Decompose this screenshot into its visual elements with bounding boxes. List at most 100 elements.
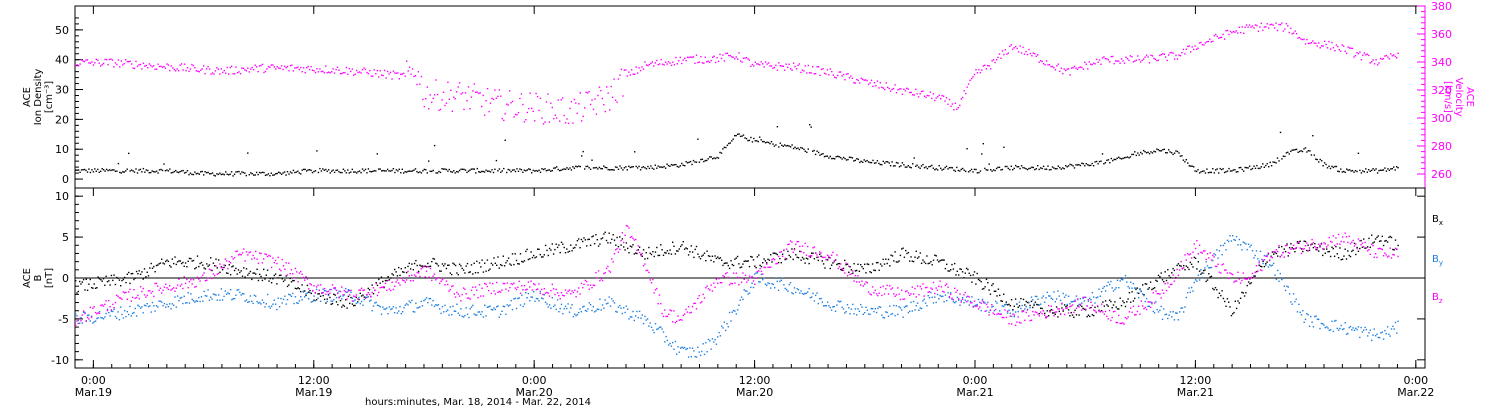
bz-point <box>134 297 136 299</box>
by-point <box>1054 301 1056 303</box>
by-point <box>1168 314 1170 316</box>
velocity-point <box>1253 27 1255 29</box>
bx-point <box>776 253 778 256</box>
velocity-point <box>191 63 193 66</box>
velocity-point <box>516 114 518 116</box>
velocity-point <box>948 98 951 101</box>
by-point <box>367 296 369 298</box>
bx-point <box>94 287 97 289</box>
velocity-point <box>167 64 170 66</box>
by-point <box>1021 304 1023 307</box>
velocity-point <box>1262 29 1264 31</box>
bx-point <box>1152 287 1154 290</box>
bz-point <box>384 282 387 284</box>
bx-point <box>898 260 900 262</box>
bx-point <box>899 254 902 257</box>
bz-point <box>1185 259 1187 261</box>
bz-point <box>874 289 876 292</box>
density-point <box>151 170 153 172</box>
velocity-point <box>584 107 586 109</box>
density-point <box>825 155 827 157</box>
by-point <box>680 347 682 349</box>
by-point <box>774 287 776 289</box>
bx-point <box>566 248 568 250</box>
by-point <box>1172 311 1174 313</box>
by-point <box>473 313 475 315</box>
velocity-point <box>569 107 571 110</box>
bx-point <box>1394 239 1397 241</box>
by-point <box>1181 307 1184 309</box>
velocity-point <box>255 66 258 68</box>
bz-point <box>133 289 135 291</box>
by-point <box>1259 250 1262 253</box>
bz-point <box>580 282 583 285</box>
velocity-point <box>826 69 829 71</box>
by-point <box>1271 264 1274 266</box>
velocity-point <box>1256 24 1258 27</box>
velocity-point <box>972 76 974 78</box>
bz-point <box>90 316 93 318</box>
bz-point <box>830 254 833 256</box>
bx-point <box>912 260 915 263</box>
field-tick-label: 10 <box>55 190 69 203</box>
velocity-point <box>1269 24 1271 26</box>
density-point <box>688 161 690 163</box>
bx-point <box>960 268 962 271</box>
density-point <box>1228 167 1230 170</box>
density-point <box>260 172 262 174</box>
velocity-point <box>1366 53 1368 55</box>
bx-point <box>1243 295 1246 297</box>
bz-point <box>276 262 278 265</box>
bx-point <box>657 254 659 257</box>
bz-point <box>842 269 845 272</box>
bx-point <box>693 256 695 259</box>
by-point <box>1136 292 1139 294</box>
by-point <box>443 311 445 313</box>
density-point <box>1147 151 1149 153</box>
density-point <box>370 171 373 173</box>
bz-point <box>959 293 961 295</box>
by-point <box>319 300 322 302</box>
density-point <box>1078 164 1080 166</box>
bz-point <box>979 306 981 308</box>
bz-point <box>486 285 489 288</box>
velocity-point <box>1150 54 1152 56</box>
velocity-point <box>492 98 495 100</box>
bz-point <box>235 250 237 253</box>
density-point <box>263 171 265 174</box>
density-point <box>269 175 271 177</box>
velocity-point <box>110 58 112 60</box>
density-point <box>373 170 375 172</box>
legend-bx: Bx <box>1432 214 1443 227</box>
bz-point <box>530 280 532 282</box>
bz-point <box>117 295 119 298</box>
density-point <box>920 165 923 167</box>
by-point <box>137 304 139 306</box>
bx-point <box>179 260 181 262</box>
bz-point <box>1273 251 1275 253</box>
density-point <box>1194 170 1196 172</box>
velocity-point <box>369 69 371 72</box>
by-point <box>703 353 706 356</box>
bx-point <box>1277 255 1279 257</box>
bx-point <box>789 256 792 258</box>
density-point <box>172 171 174 174</box>
bz-point <box>828 255 830 258</box>
velocity-point <box>1251 25 1254 27</box>
density-point <box>950 166 952 169</box>
bz-point <box>650 282 653 284</box>
bz-point <box>506 282 508 284</box>
velocity-point <box>1226 29 1229 32</box>
velocity-point <box>235 66 237 68</box>
bz-point <box>116 294 118 296</box>
density-point <box>575 165 577 167</box>
by-point <box>1386 326 1389 328</box>
by-point <box>1152 310 1154 313</box>
by-point <box>882 316 884 319</box>
bz-point <box>454 296 457 298</box>
bx-point <box>695 245 698 248</box>
bx-point <box>1239 297 1242 299</box>
by-point <box>284 295 286 297</box>
by-point <box>883 317 886 319</box>
bx-point <box>1192 266 1194 268</box>
